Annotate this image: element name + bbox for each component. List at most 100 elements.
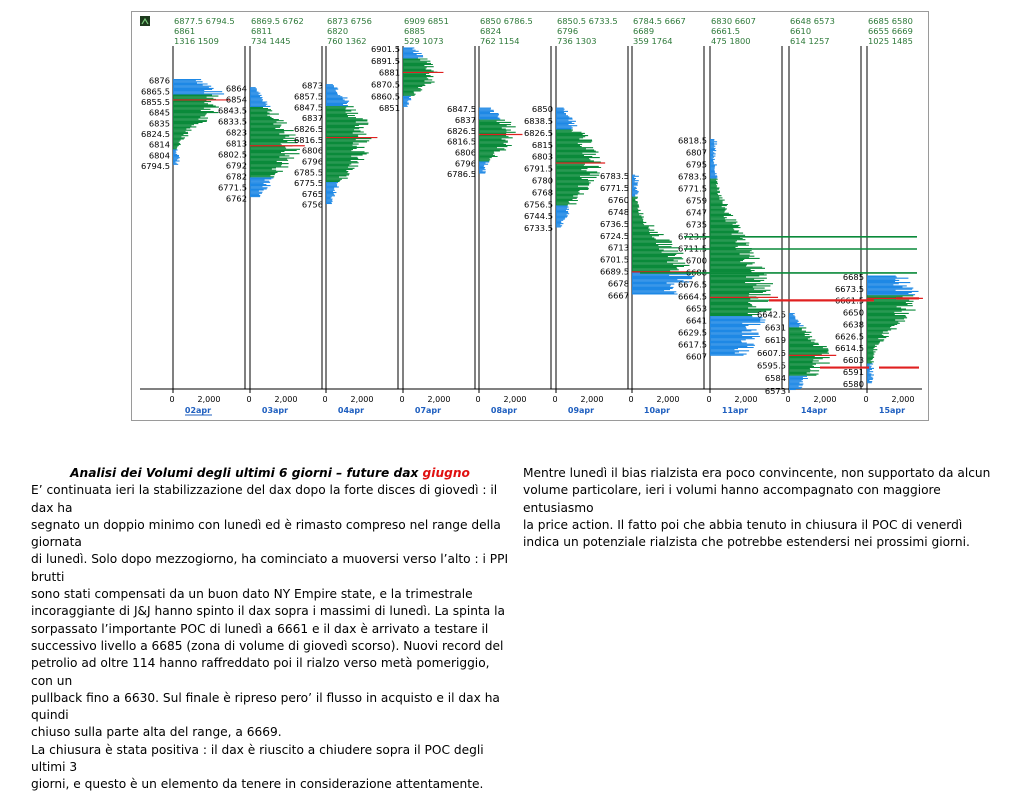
- day-date-label: 15apr: [879, 406, 905, 415]
- price-level-label: 6806: [455, 148, 476, 158]
- day-date-label: 07apr: [415, 406, 441, 415]
- corner-icon-mark: [141, 17, 149, 25]
- paragraph-line: segnato un doppio minimo con lunedì ed è…: [31, 517, 501, 550]
- price-level-label: 6638: [843, 320, 864, 330]
- price-level-label: 6833.5: [218, 117, 247, 127]
- price-level-label: 6855.5: [141, 97, 170, 107]
- price-level-label: 6650: [843, 308, 864, 318]
- x-tick-label: 0: [552, 395, 557, 404]
- paragraph-line: sorpassato l’importante POC di lunedì a …: [31, 621, 489, 636]
- price-level-label: 6762: [226, 194, 247, 204]
- day-header-line: 6796: [557, 26, 578, 36]
- x-tick-label: 0: [399, 395, 404, 404]
- x-tick-label: 0: [706, 395, 711, 404]
- price-level-label: 6873: [302, 81, 323, 91]
- price-level-label: 6667: [608, 290, 629, 300]
- day-header-line: 6824: [480, 26, 501, 36]
- x-tick-label: 0: [863, 395, 868, 404]
- analysis-title-month: giugno: [422, 466, 470, 480]
- price-level-label: 6804: [149, 150, 170, 160]
- x-tick-label: 0: [785, 395, 790, 404]
- price-level-label: 6626.5: [835, 331, 864, 341]
- day-header-line: 6661.5: [711, 26, 740, 36]
- day-header-line: 6685 6580: [868, 16, 913, 26]
- x-tick-label: 2,000: [814, 395, 837, 404]
- day-header-line: 736 1303: [557, 36, 597, 46]
- price-level-label: 6595.5: [757, 361, 786, 371]
- price-level-label: 6664.5: [678, 291, 707, 301]
- price-level-label: 6676.5: [678, 279, 707, 289]
- day-header-line: 359 1764: [633, 36, 673, 46]
- price-level-label: 6607: [686, 351, 707, 361]
- price-level-label: 6796: [455, 158, 476, 168]
- price-level-label: 6802.5: [218, 150, 247, 160]
- price-level-label: 6747: [686, 208, 707, 218]
- price-level-label: 6795: [686, 160, 707, 170]
- day-header-line: 1316 1509: [174, 36, 219, 46]
- price-level-label: 6796: [302, 156, 323, 166]
- price-level-label: 6791.5: [524, 164, 553, 174]
- paragraph-line: indica un potenziale rialzista che potre…: [523, 535, 970, 550]
- price-level-label: 6865.5: [141, 86, 170, 96]
- price-level-label: 6816.5: [294, 135, 323, 145]
- price-level-label: 6744.5: [524, 211, 553, 221]
- day-header-line: 529 1073: [404, 36, 444, 46]
- price-level-label: 6614.5: [835, 343, 864, 353]
- paragraph-line: giorni, e questo è un elemento da tenere…: [31, 777, 484, 792]
- day-header-line: 6873 6756: [327, 16, 372, 26]
- price-level-label: 6771.5: [218, 183, 247, 193]
- price-level-label: 6847.5: [294, 102, 323, 112]
- paragraph-line: incoraggiante di J&J hanno spinto il dax…: [31, 604, 505, 619]
- price-level-label: 6603: [843, 355, 864, 365]
- right-paragraph: Mentre lunedì il bias rialzista era poco…: [523, 465, 993, 551]
- price-level-label: 6580: [843, 379, 864, 389]
- price-level-label: 6756.5: [524, 199, 553, 209]
- analysis-title: Analisi dei Volumi degli ultimi 6 giorni…: [31, 465, 509, 482]
- day-date-label: 02apr: [185, 406, 211, 415]
- price-level-label: 6845: [149, 108, 170, 118]
- price-level-label: 6838.5: [524, 116, 553, 126]
- price-level-label: 6653: [686, 303, 707, 313]
- day-header-line: 6861: [174, 26, 195, 36]
- day-header-line: 760 1362: [327, 36, 367, 46]
- day-header-line: 6655 6669: [868, 26, 913, 36]
- x-tick-label: 0: [169, 395, 174, 404]
- x-tick-label: 0: [628, 395, 633, 404]
- x-tick-label: 2,000: [428, 395, 451, 404]
- price-level-label: 6837: [455, 115, 476, 125]
- price-level-label: 6591: [843, 367, 864, 377]
- x-tick-label: 2,000: [892, 395, 915, 404]
- price-level-label: 6771.5: [678, 184, 707, 194]
- price-level-label: 6701.5: [600, 255, 629, 265]
- price-level-label: 6673.5: [835, 284, 864, 294]
- day-header-line: 6850.5 6733.5: [557, 16, 618, 26]
- price-level-label: 6689.5: [600, 267, 629, 277]
- price-level-label: 6631: [765, 322, 786, 332]
- price-level-label: 6771.5: [600, 183, 629, 193]
- day-header-line: 6811: [251, 26, 272, 36]
- x-tick-label: 2,000: [735, 395, 758, 404]
- day-date-label: 11apr: [722, 406, 748, 415]
- price-level-label: 6816.5: [447, 137, 476, 147]
- day-date-label: 10apr: [644, 406, 670, 415]
- price-level-label: 6814: [149, 140, 170, 150]
- paragraph-line: Mentre lunedì il bias rialzista era poco…: [523, 466, 991, 480]
- price-level-label: 6851: [379, 103, 400, 113]
- price-level-label: 6756: [302, 200, 323, 210]
- price-level-label: 6736.5: [600, 219, 629, 229]
- price-level-label: 6807: [686, 148, 707, 158]
- text-column-left: Analisi dei Volumi degli ultimi 6 giorni…: [31, 465, 509, 794]
- volume-profile-chart: 6877.5 6794.5 6861 1316 1509 6876 6865.5 6855…: [131, 11, 929, 421]
- price-level-label: 6573: [765, 386, 786, 396]
- corner-icon: [140, 16, 150, 26]
- day-header-line: 6830 6607: [711, 16, 756, 26]
- x-tick-label: 0: [322, 395, 327, 404]
- x-tick-label: 2,000: [657, 395, 680, 404]
- price-level-label: 6794.5: [141, 161, 170, 171]
- price-level-label: 6803: [532, 152, 553, 162]
- price-level-label: 6768: [532, 187, 553, 197]
- price-level-label: 6847.5: [447, 104, 476, 114]
- price-level-label: 6854: [226, 95, 247, 105]
- price-level-label: 6870.5: [371, 79, 400, 89]
- price-level-label: 6642.5: [757, 310, 786, 320]
